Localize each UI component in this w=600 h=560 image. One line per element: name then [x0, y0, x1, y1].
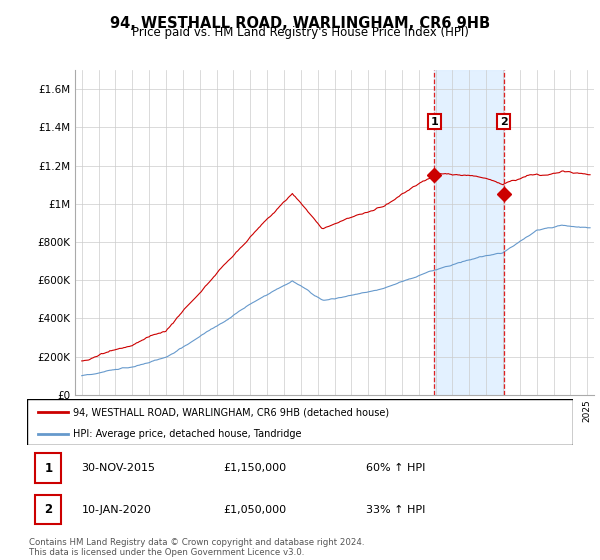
Text: 1: 1: [44, 461, 52, 474]
Text: 30-NOV-2015: 30-NOV-2015: [82, 463, 155, 473]
Text: 1: 1: [430, 116, 438, 127]
Text: 2: 2: [44, 503, 52, 516]
Bar: [35, 494, 61, 525]
Text: 2: 2: [500, 116, 508, 127]
Text: 33% ↑ HPI: 33% ↑ HPI: [365, 505, 425, 515]
Text: 94, WESTHALL ROAD, WARLINGHAM, CR6 9HB (detached house): 94, WESTHALL ROAD, WARLINGHAM, CR6 9HB (…: [73, 407, 389, 417]
Text: £1,150,000: £1,150,000: [224, 463, 287, 473]
Bar: [35, 453, 61, 483]
Text: Price paid vs. HM Land Registry's House Price Index (HPI): Price paid vs. HM Land Registry's House …: [131, 26, 469, 39]
Text: Contains HM Land Registry data © Crown copyright and database right 2024.
This d: Contains HM Land Registry data © Crown c…: [29, 538, 364, 557]
Text: £1,050,000: £1,050,000: [224, 505, 287, 515]
Text: 94, WESTHALL ROAD, WARLINGHAM, CR6 9HB: 94, WESTHALL ROAD, WARLINGHAM, CR6 9HB: [110, 16, 490, 31]
Text: 10-JAN-2020: 10-JAN-2020: [82, 505, 151, 515]
Bar: [434, 70, 503, 395]
Text: 60% ↑ HPI: 60% ↑ HPI: [365, 463, 425, 473]
Text: HPI: Average price, detached house, Tandridge: HPI: Average price, detached house, Tand…: [73, 429, 302, 438]
